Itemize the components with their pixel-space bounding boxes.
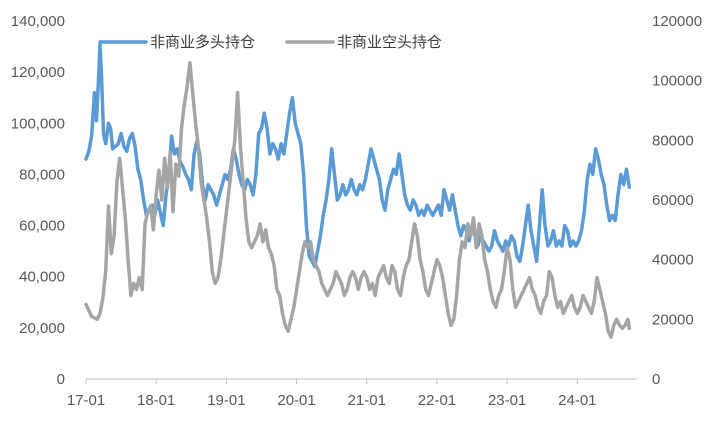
right-axis-tick-label: 20000 bbox=[652, 311, 694, 328]
x-axis-tick-label: 24-01 bbox=[558, 392, 596, 409]
legend: 非商业多头持仓 非商业空头持仓 bbox=[98, 33, 442, 51]
legend-label: 非商业多头持仓 bbox=[150, 33, 255, 51]
legend-label: 非商业空头持仓 bbox=[337, 33, 442, 51]
left-axis-tick-label: 40,000 bbox=[19, 269, 65, 286]
left-axis-tick-label: 60,000 bbox=[19, 218, 65, 235]
series-line-short-positions bbox=[84, 61, 632, 339]
x-axis-tick-label: 19-01 bbox=[207, 392, 245, 409]
left-axis-tick-label: 20,000 bbox=[19, 320, 65, 337]
x-axis-tick-label: 23-01 bbox=[488, 392, 526, 409]
series-layer bbox=[84, 42, 632, 339]
x-axis-tick-label: 22-01 bbox=[418, 392, 456, 409]
left-axis-tick-label: 0 bbox=[57, 371, 65, 388]
x-axis-tick-label: 17-01 bbox=[67, 392, 105, 409]
left-axis-tick-label: 80,000 bbox=[19, 166, 65, 183]
right-axis-tick-label: 100000 bbox=[652, 73, 702, 90]
x-axis-tick-label: 18-01 bbox=[137, 392, 175, 409]
left-axis-tick-label: 100,000 bbox=[11, 115, 65, 132]
right-axis-tick-label: 120000 bbox=[652, 13, 702, 30]
x-axis-tick-label: 21-01 bbox=[348, 392, 386, 409]
right-axis-tick-label: 0 bbox=[652, 371, 660, 388]
left-axis-tick-label: 120,000 bbox=[11, 64, 65, 81]
x-axis-tick-label: 20-01 bbox=[277, 392, 315, 409]
axes-layer: 0 20,000 40,000 60,000 80,000 100,000 120,000 1… bbox=[11, 13, 702, 409]
right-axis-tick-label: 80000 bbox=[652, 132, 694, 149]
series-line-long-positions bbox=[84, 42, 632, 269]
left-axis-tick-label: 140,000 bbox=[11, 13, 65, 30]
right-axis-tick-label: 40000 bbox=[652, 252, 694, 269]
right-axis-tick-label: 60000 bbox=[652, 192, 694, 209]
